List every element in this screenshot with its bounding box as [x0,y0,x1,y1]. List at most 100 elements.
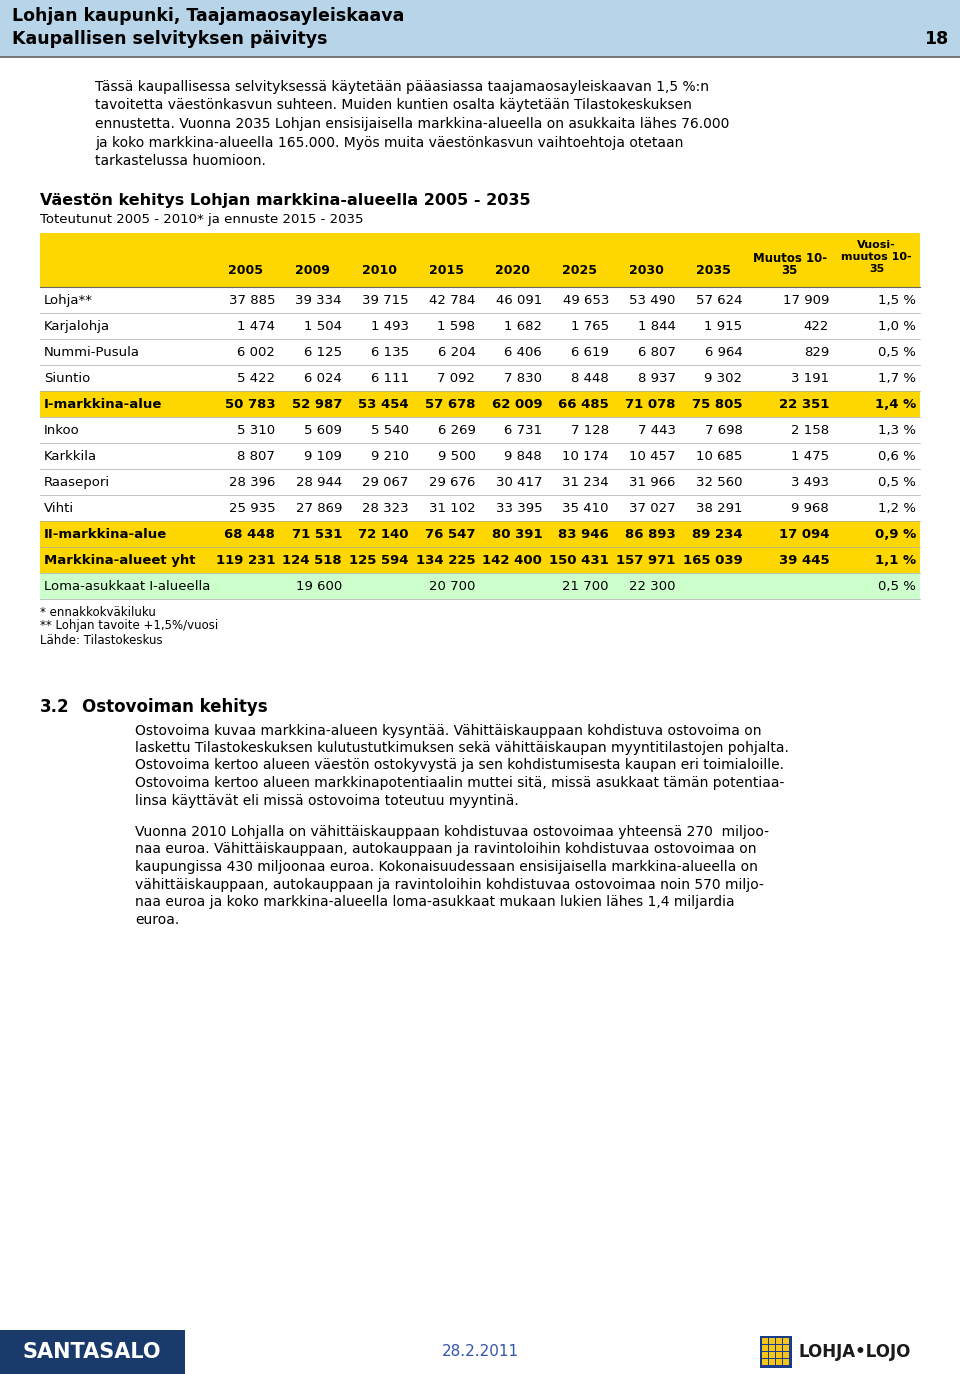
Text: 0,5 %: 0,5 % [878,346,916,359]
Bar [776,1352,782,1358]
Text: 6 125: 6 125 [303,346,342,359]
Text: Muutos 10-: Muutos 10- [753,251,827,265]
Text: 9 109: 9 109 [304,451,342,463]
Text: 28 396: 28 396 [228,475,276,489]
Bar [776,1338,782,1344]
Text: 10 685: 10 685 [696,451,742,463]
Text: 52 987: 52 987 [292,398,342,411]
Text: 68 448: 68 448 [225,528,276,541]
Text: 86 893: 86 893 [625,528,676,541]
Text: 0,6 %: 0,6 % [878,451,916,463]
Text: 31 966: 31 966 [630,475,676,489]
Text: 5 609: 5 609 [304,425,342,437]
Text: 35: 35 [869,265,884,275]
Bar [0,56,960,58]
Text: laskettu Tilastokeskuksen kulutustutkimuksen sekä vähittäiskaupan myyntitilastoj: laskettu Tilastokeskuksen kulutustutkimu… [135,741,789,754]
Text: 1,0 %: 1,0 % [878,320,916,333]
Text: 3 191: 3 191 [791,372,829,385]
Text: naa euroa. Vähittäiskauppaan, autokauppaan ja ravintoloihin kohdistuvaa ostovoim: naa euroa. Vähittäiskauppaan, autokauppa… [135,842,756,856]
Text: Markkina-alueet yht: Markkina-alueet yht [44,554,196,567]
Text: 6 964: 6 964 [705,346,742,359]
Text: Ostovoima kertoo alueen markkinapotentiaalin muttei sitä, missä asukkaat tämän p: Ostovoima kertoo alueen markkinapotentia… [135,776,784,790]
Text: 7 830: 7 830 [504,372,542,385]
Text: 2030: 2030 [629,264,663,276]
Bar [40,287,920,312]
Text: tarkastelussa huomioon.: tarkastelussa huomioon. [95,154,266,168]
Text: 35 410: 35 410 [563,502,609,515]
Text: 10 174: 10 174 [563,451,609,463]
Text: Ostovoiman kehitys: Ostovoiman kehitys [82,698,268,716]
Text: 8 807: 8 807 [237,451,276,463]
Text: 42 784: 42 784 [429,294,475,306]
Text: 35: 35 [781,264,798,276]
Text: 22 351: 22 351 [779,398,829,411]
Text: 1,7 %: 1,7 % [878,372,916,385]
Text: 53 454: 53 454 [358,398,409,411]
Text: 2009: 2009 [295,264,330,276]
Text: 2020: 2020 [495,264,530,276]
Text: 0,9 %: 0,9 % [875,528,916,541]
Text: 1 475: 1 475 [791,451,829,463]
Text: 6 111: 6 111 [371,372,409,385]
Text: 1 844: 1 844 [637,320,676,333]
Text: 25 935: 25 935 [228,502,276,515]
Text: Inkoo: Inkoo [44,425,80,437]
Text: 8 448: 8 448 [571,372,609,385]
Text: 1 474: 1 474 [237,320,276,333]
Text: ennustetta. Vuonna 2035 Lohjan ensisijaisella markkina-alueella on asukkaita läh: ennustetta. Vuonna 2035 Lohjan ensisijai… [95,117,730,131]
Bar [769,1338,775,1344]
Text: 2005: 2005 [228,264,263,276]
Text: 1 682: 1 682 [504,320,542,333]
Bar [783,1338,789,1344]
Bar [40,495,920,521]
Text: 39 715: 39 715 [362,294,409,306]
Text: 37 885: 37 885 [228,294,276,306]
Text: 6 619: 6 619 [571,346,609,359]
Text: Vuosi-: Vuosi- [857,240,896,250]
Text: Siuntio: Siuntio [44,372,90,385]
Text: Vihti: Vihti [44,502,74,515]
Text: 6 269: 6 269 [438,425,475,437]
Text: Tässä kaupallisessa selvityksessä käytetään pääasiassa taajamaosayleiskaavan 1,5: Tässä kaupallisessa selvityksessä käytet… [95,80,709,93]
Text: LOHJA•LOJO: LOHJA•LOJO [798,1342,910,1362]
Text: kaupungissa 430 miljoonaa euroa. Kokonaisuudessaan ensisijaisella markkina-aluee: kaupungissa 430 miljoonaa euroa. Kokonai… [135,860,757,874]
Text: Karkkila: Karkkila [44,451,97,463]
Text: 39 445: 39 445 [779,554,829,567]
Text: 1 493: 1 493 [371,320,409,333]
Text: 1,2 %: 1,2 % [878,502,916,515]
Bar [776,1345,782,1351]
Text: 38 291: 38 291 [696,502,742,515]
Text: Karjalohja: Karjalohja [44,320,110,333]
Text: Toteutunut 2005 - 2010* ja ennuste 2015 - 2035: Toteutunut 2005 - 2010* ja ennuste 2015 … [40,213,364,225]
Text: 57 678: 57 678 [425,398,475,411]
Text: 6 204: 6 204 [438,346,475,359]
Text: 119 231: 119 231 [216,554,276,567]
Text: 29 067: 29 067 [362,475,409,489]
Text: linsa käyttävät eli missä ostovoima toteutuu myyntinä.: linsa käyttävät eli missä ostovoima tote… [135,794,518,808]
Text: 37 027: 37 027 [629,502,676,515]
Text: 9 210: 9 210 [371,451,409,463]
Bar [760,1336,792,1369]
Bar [40,442,920,469]
Text: 1,1 %: 1,1 % [875,554,916,567]
Text: 17 094: 17 094 [779,528,829,541]
Text: 27 869: 27 869 [296,502,342,515]
Text: 1 598: 1 598 [438,320,475,333]
Bar [776,1359,782,1364]
Bar [40,573,920,599]
Bar [40,416,920,442]
Text: Raasepori: Raasepori [44,475,110,489]
Text: 71 531: 71 531 [292,528,342,541]
Text: 50 783: 50 783 [225,398,276,411]
Text: 22 300: 22 300 [629,580,676,594]
Bar [40,390,920,416]
Text: 21 700: 21 700 [563,580,609,594]
Text: 83 946: 83 946 [558,528,609,541]
Bar [40,338,920,364]
Text: 1,3 %: 1,3 % [878,425,916,437]
Text: 6 002: 6 002 [237,346,276,359]
Text: 66 485: 66 485 [558,398,609,411]
Bar [0,0,960,56]
Text: 18: 18 [924,30,948,48]
Bar [762,1352,768,1358]
